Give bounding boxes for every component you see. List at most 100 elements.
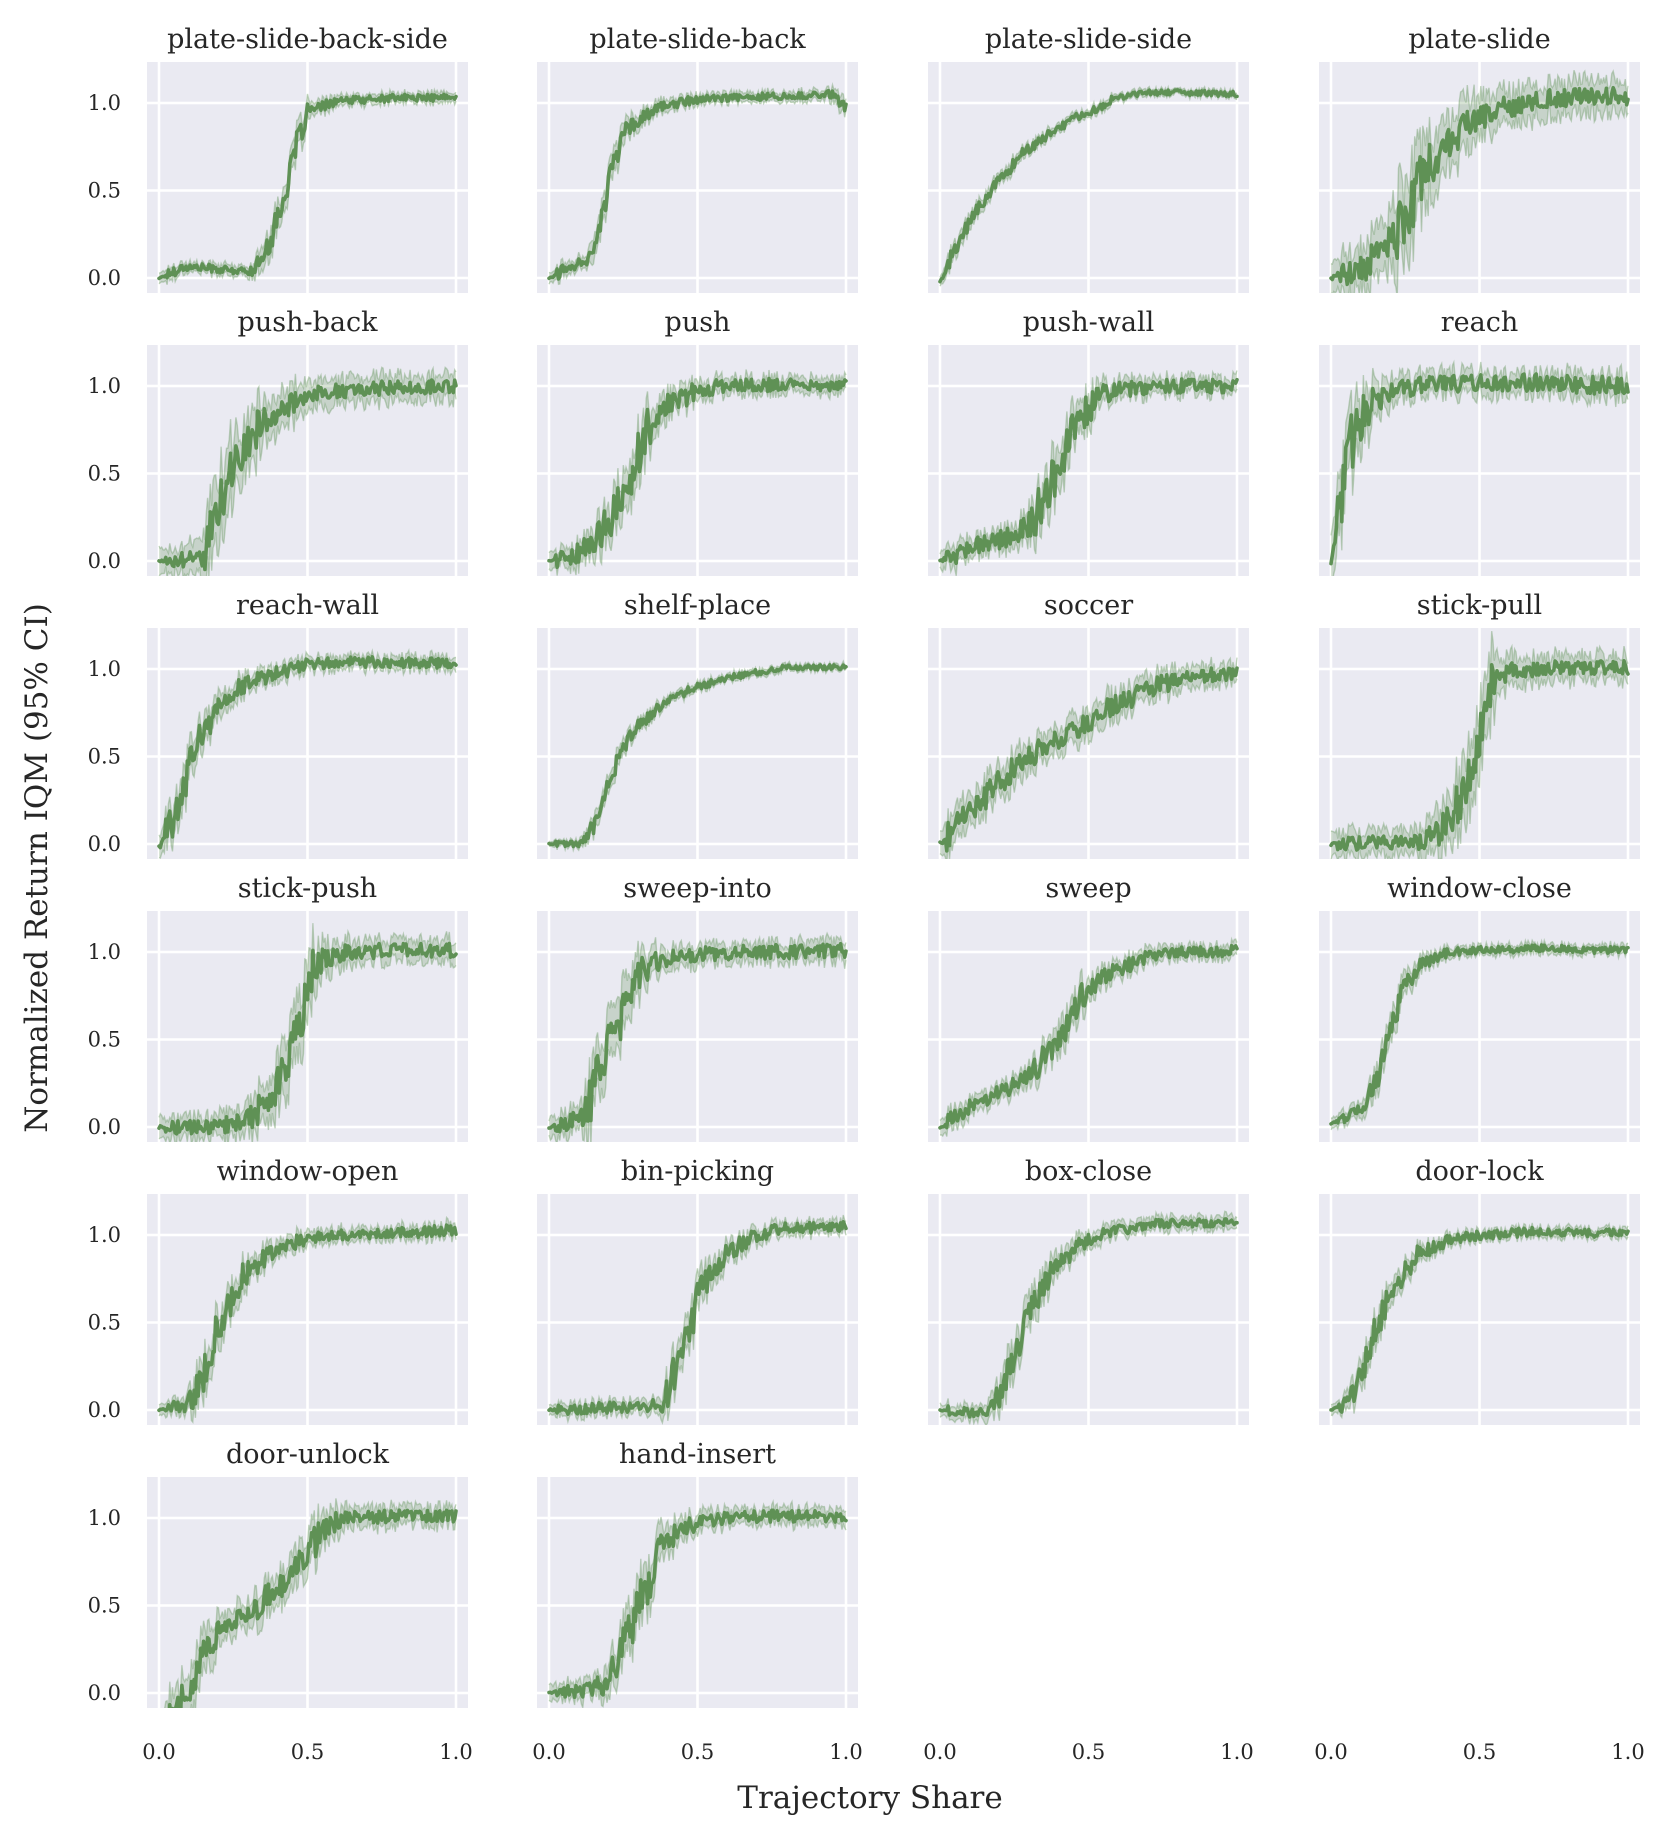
ci-lower-line: [1330, 100, 1629, 293]
ci-lower-line: [548, 1513, 847, 1708]
subplot-title: window-open: [217, 1156, 399, 1187]
mean-line: [1329, 659, 1630, 852]
mean-line: [938, 377, 1239, 566]
subplot-title: reach: [1441, 307, 1519, 338]
subplot-title: box-close: [1025, 1156, 1152, 1187]
subplot-title: plate-slide: [1408, 24, 1550, 55]
mean-line: [1329, 372, 1630, 566]
mean-line: [547, 376, 848, 570]
mean-line: [938, 1217, 1239, 1419]
ci-lower-line: [939, 949, 1238, 1138]
series-group: [547, 1499, 848, 1708]
subplot-door-unlock: door-unlock 0.0 0.5 1.0 0.0 0.5 1.0: [88, 1439, 473, 1764]
subplot-plate-slide-back-side: plate-slide-back-side 0.0 0.5 1.0: [88, 24, 468, 293]
subplot-stick-push: stick-push 0.0 0.5 1.0: [88, 873, 468, 1142]
mean-line: [157, 941, 458, 1136]
ci-band: [549, 933, 846, 1142]
subplot-plate-slide-side: plate-slide-side: [928, 24, 1249, 293]
series-group: [157, 923, 458, 1142]
mean-line: [938, 88, 1239, 284]
series-group: [157, 365, 458, 576]
subplot-window-open: window-open 0.0 0.5 1.0: [88, 1156, 468, 1425]
mean-line: [547, 663, 848, 849]
mean-line: [547, 1220, 848, 1416]
subplot-title: soccer: [1044, 590, 1133, 621]
subplot-box-close: box-close 0.0 0.5 1.0: [923, 1156, 1253, 1764]
series-group: [1329, 69, 1630, 293]
x-tick-label: 0.5: [681, 1740, 714, 1764]
subplot-reach-wall: reach-wall 0.0 0.5 1.0: [88, 590, 468, 859]
ci-upper-line: [548, 1214, 847, 1411]
y-tick-label: 0.5: [88, 1594, 121, 1618]
y-axis-label: Normalized Return IQM (95% CI): [19, 603, 55, 1133]
ci-upper-line: [158, 647, 457, 840]
y-tick-label: 1.0: [88, 1223, 121, 1247]
ci-lower-line: [1330, 669, 1629, 859]
ci-lower-line: [158, 388, 457, 576]
y-tick-label: 0.5: [88, 179, 121, 203]
subplot-reach: reach: [1319, 307, 1640, 576]
subplot-title: window-close: [1387, 873, 1572, 904]
series-group: [547, 1214, 848, 1425]
subplot-door-lock: door-lock 0.0 0.5 1.0: [1314, 1156, 1644, 1764]
ci-upper-line: [158, 1215, 457, 1408]
subplot-title: sweep-into: [623, 873, 771, 904]
panel-grid: plate-slide-back-side0.00.51.0plate-slid…: [88, 24, 1645, 1764]
ci-upper-line: [158, 365, 457, 557]
subplot-push-back: push-back 0.0 0.5 1.0: [88, 307, 468, 576]
mean-line: [157, 655, 458, 850]
ci-upper-line: [1330, 69, 1629, 268]
mean-line: [547, 1508, 848, 1700]
y-tick-label: 0.0: [88, 832, 121, 856]
y-tick-label: 0.5: [88, 462, 121, 486]
ci-upper-line: [939, 369, 1238, 555]
mean-line: [938, 943, 1239, 1130]
subplot-title: hand-insert: [619, 1439, 776, 1470]
subplot-title: sweep: [1045, 873, 1131, 904]
mean-line: [547, 941, 848, 1134]
subplot-hand-insert: hand-insert 0.0 0.5 1.0: [532, 1439, 862, 1764]
subplot-title: door-unlock: [226, 1439, 390, 1470]
x-tick-label: 0.0: [1314, 1740, 1347, 1764]
x-tick-label: 0.5: [1072, 1740, 1105, 1764]
ci-band: [159, 650, 456, 859]
subplot-push-wall: push-wall: [928, 307, 1249, 576]
x-axis-label: Trajectory Share: [737, 1780, 1002, 1816]
series-group: [1329, 359, 1630, 576]
mean-line: [547, 88, 848, 281]
series-group: [547, 82, 848, 286]
y-tick-label: 0.5: [88, 1028, 121, 1052]
y-tick-label: 0.0: [88, 549, 121, 573]
y-tick-label: 0.0: [88, 266, 121, 290]
subplot-title: reach-wall: [236, 590, 379, 621]
series-group: [938, 84, 1239, 287]
y-tick-label: 0.0: [88, 1115, 121, 1139]
x-tick-label: 0.5: [1463, 1740, 1496, 1764]
x-tick-label: 0.0: [142, 1740, 175, 1764]
subplot-window-close: window-close: [1319, 873, 1640, 1142]
y-tick-label: 1.0: [88, 1506, 121, 1530]
subplot-title: plate-slide-back: [589, 24, 806, 55]
y-tick-label: 1.0: [88, 657, 121, 681]
subplot-title: stick-push: [238, 873, 377, 904]
subplot-push: push: [537, 307, 858, 576]
x-tick-label: 1.0: [1611, 1740, 1644, 1764]
subplot-plate-slide-back: plate-slide-back: [537, 24, 858, 293]
y-tick-label: 1.0: [88, 91, 121, 115]
mean-line: [157, 378, 458, 572]
mean-line: [1329, 943, 1630, 1126]
y-tick-label: 0.5: [88, 1311, 121, 1335]
mean-line: [157, 92, 458, 281]
y-tick-label: 1.0: [88, 940, 121, 964]
ci-lower-line: [1332, 378, 1629, 576]
ci-lower-line: [158, 660, 457, 859]
ci-lower-line: [548, 949, 847, 1142]
ci-lower-line: [158, 1229, 457, 1424]
mean-line: [167, 1508, 458, 1708]
x-tick-label: 1.0: [439, 1740, 472, 1764]
subplot-title: plate-slide-side: [985, 24, 1192, 55]
subplot-title: plate-slide-back-side: [167, 24, 448, 55]
subplot-title: bin-picking: [621, 1156, 774, 1187]
subplot-title: stick-pull: [1417, 590, 1542, 621]
